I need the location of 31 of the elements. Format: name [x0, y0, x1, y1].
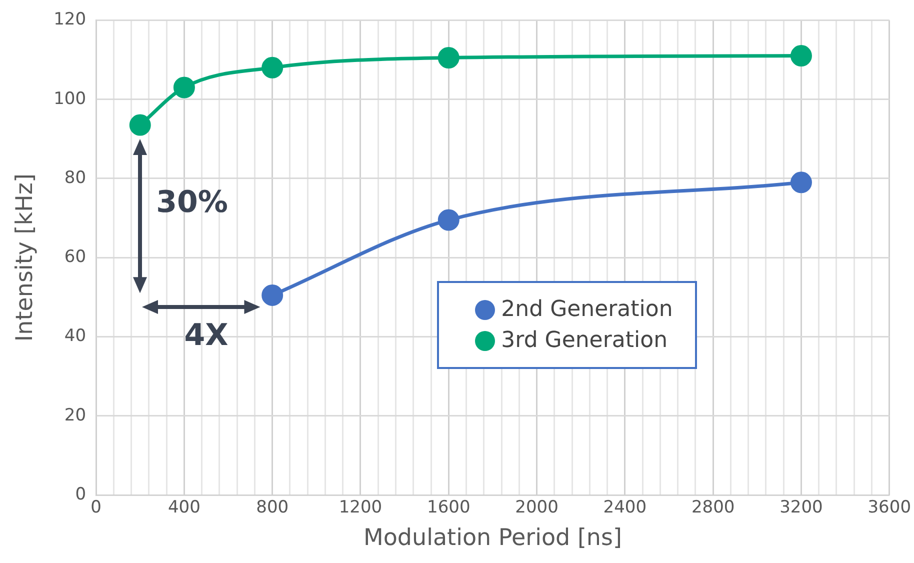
point	[262, 56, 284, 78]
annotation: 4X	[184, 318, 228, 353]
x-tick-label: 2400	[603, 498, 647, 518]
x-tick-label: 2000	[515, 498, 558, 518]
point	[790, 172, 812, 194]
x-tick-label: 3200	[780, 498, 823, 518]
point	[790, 45, 812, 67]
y-tick-label: 40	[64, 326, 86, 346]
legend-label: 3rd Generation	[501, 328, 668, 354]
x-tick-label: 3600	[868, 498, 911, 518]
point	[438, 47, 460, 69]
y-tick-label: 0	[75, 484, 86, 504]
annotation: 30%	[156, 184, 228, 220]
y-tick-label: 80	[64, 168, 86, 188]
y-tick-label: 100	[54, 88, 86, 109]
x-tick-label: 0	[90, 498, 102, 518]
x-tick-label: 2800	[691, 498, 735, 518]
point	[262, 284, 284, 306]
x-tick-label: 400	[168, 498, 200, 518]
point	[173, 76, 195, 98]
x-tick-label: 800	[256, 498, 289, 518]
x-tick-label: 1200	[338, 498, 382, 518]
y-tick-label: 20	[64, 405, 86, 426]
x-tick-label: 1600	[427, 498, 470, 518]
y-axis-title: Intensity [kHz]	[12, 174, 38, 342]
point	[129, 114, 151, 136]
x-axis-title: Modulation Period [ns]	[363, 525, 622, 552]
legend-label: 2nd Generation	[501, 297, 673, 322]
y-tick-label: 120	[54, 10, 86, 30]
point	[438, 209, 460, 231]
y-tick-label: 60	[64, 247, 86, 268]
